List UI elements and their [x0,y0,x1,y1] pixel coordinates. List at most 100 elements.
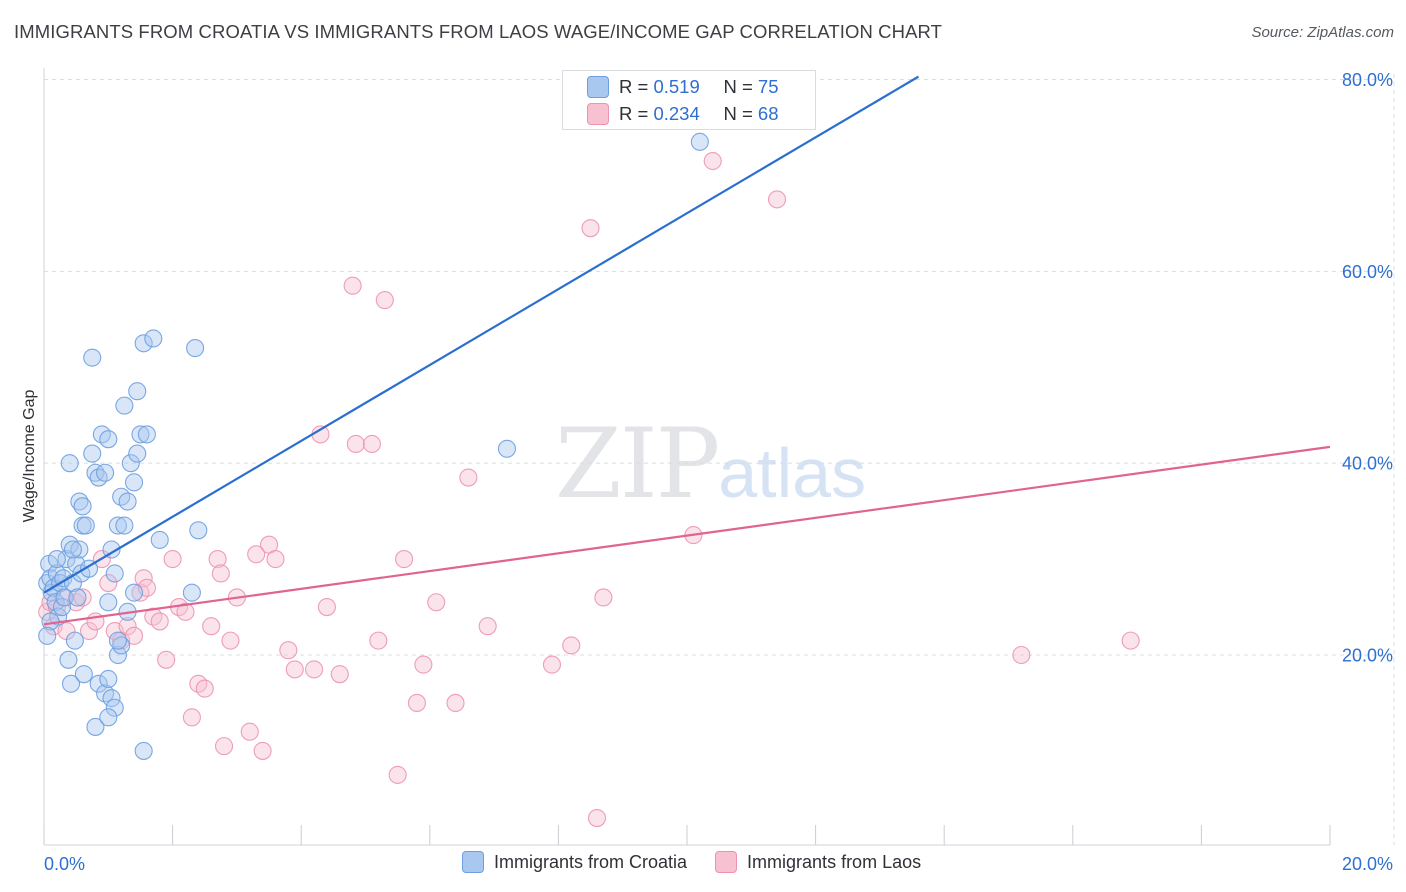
legend-n-label: N = [723,103,753,124]
croatia-point [57,550,76,569]
croatia-point [134,334,153,353]
laos-point [343,276,362,295]
croatia-point [121,454,140,473]
laos-point [118,617,137,636]
laos-point [214,737,234,756]
laos-point [253,741,272,760]
croatia-point [105,564,124,583]
croatia-point [70,540,89,559]
laos-swatch [587,103,609,125]
laos-point [562,636,581,655]
correlation-legend: R = 0.519 N = 75 R = 0.234 N = 68 [562,70,816,130]
laos-point [703,151,722,171]
croatia-point [182,583,201,602]
croatia-point [73,497,92,516]
croatia-point [118,492,137,511]
croatia-point [59,650,78,669]
legend-n-label: N = [723,76,753,97]
legend-item-laos: Immigrants from Laos [715,851,921,873]
croatia-point [144,329,163,348]
croatia-point [55,588,74,607]
croatia-point [60,454,79,473]
croatia-point [105,698,124,717]
laos-point [330,665,349,684]
laos-point [375,291,394,310]
croatia-point [108,631,127,650]
croatia-legend-swatch [462,851,484,873]
watermark-atlas: atlas [718,434,867,512]
legend-row-laos: R = 0.234 N = 68 [587,101,778,127]
y-tick-label: 20.0% [1342,646,1393,666]
croatia-point [102,689,121,708]
croatia-point [99,593,118,612]
laos-point [317,597,336,617]
watermark-zip: ZIP [555,408,720,520]
laos-point [587,809,607,828]
laos-point [446,693,465,713]
croatia-n-value: 75 [757,76,779,97]
legend-item-croatia: Immigrants from Croatia [462,851,687,873]
laos-point [150,612,169,631]
laos-point [369,631,388,650]
legend-r-label: R = [619,76,649,97]
laos-point [1121,631,1140,650]
laos-point [395,550,414,569]
y-axis-label: Wage/Income Gap [21,389,38,523]
laos-point [346,434,365,454]
croatia-point [83,348,102,367]
croatia-swatch [587,76,609,98]
laos-point [266,550,285,569]
laos-point [208,550,227,569]
croatia-point [102,540,121,559]
croatia-trend-line [43,75,920,594]
legend-r-label: R = [619,103,649,124]
croatia-point [690,132,709,151]
croatia-point [63,540,82,559]
croatia-point [68,588,87,607]
croatia-point [186,339,205,358]
laos-point [182,708,201,727]
laos-point [581,219,600,238]
laos-r-value: 0.234 [653,103,700,124]
laos-point [176,602,195,621]
laos-point [202,617,221,636]
croatia-point [61,674,81,693]
laos-n-value: 68 [757,103,779,124]
laos-point [195,679,214,698]
laos-point [1012,645,1031,665]
laos-point [478,617,497,636]
laos-point [542,655,562,674]
legend-row-croatia: R = 0.519 N = 75 [587,74,778,100]
croatia-point [131,425,150,444]
croatia-point [497,439,517,458]
laos-point [407,693,426,713]
laos-point [388,765,407,784]
croatia-point [86,717,105,736]
croatia-point [112,636,131,655]
laos-point [240,722,259,741]
croatia-point [38,626,57,645]
croatia-legend-label: Immigrants from Croatia [494,851,688,872]
croatia-r-value: 0.519 [653,76,700,97]
croatia-point [47,550,66,569]
croatia-point [137,425,156,444]
croatia-point [189,521,208,540]
croatia-point [128,444,147,463]
croatia-point [76,516,95,535]
croatia-point [150,530,169,549]
y-tick-label: 60.0% [1342,262,1393,282]
croatia-point [108,645,127,665]
croatia-point [99,708,118,727]
laos-point [427,593,446,612]
chart-title: IMMIGRANTS FROM CROATIA VS IMMIGRANTS FR… [14,21,943,42]
laos-point [594,588,613,607]
x-tick-label: 20.0% [1342,854,1393,874]
watermark: ZIPatlas [555,408,866,520]
croatia-point [96,463,115,482]
source-credit: Source: ZipAtlas.com [1251,24,1394,41]
laos-point [79,621,99,641]
croatia-point [99,430,118,449]
laos-trend-line [43,445,1331,626]
croatia-point [124,473,144,492]
